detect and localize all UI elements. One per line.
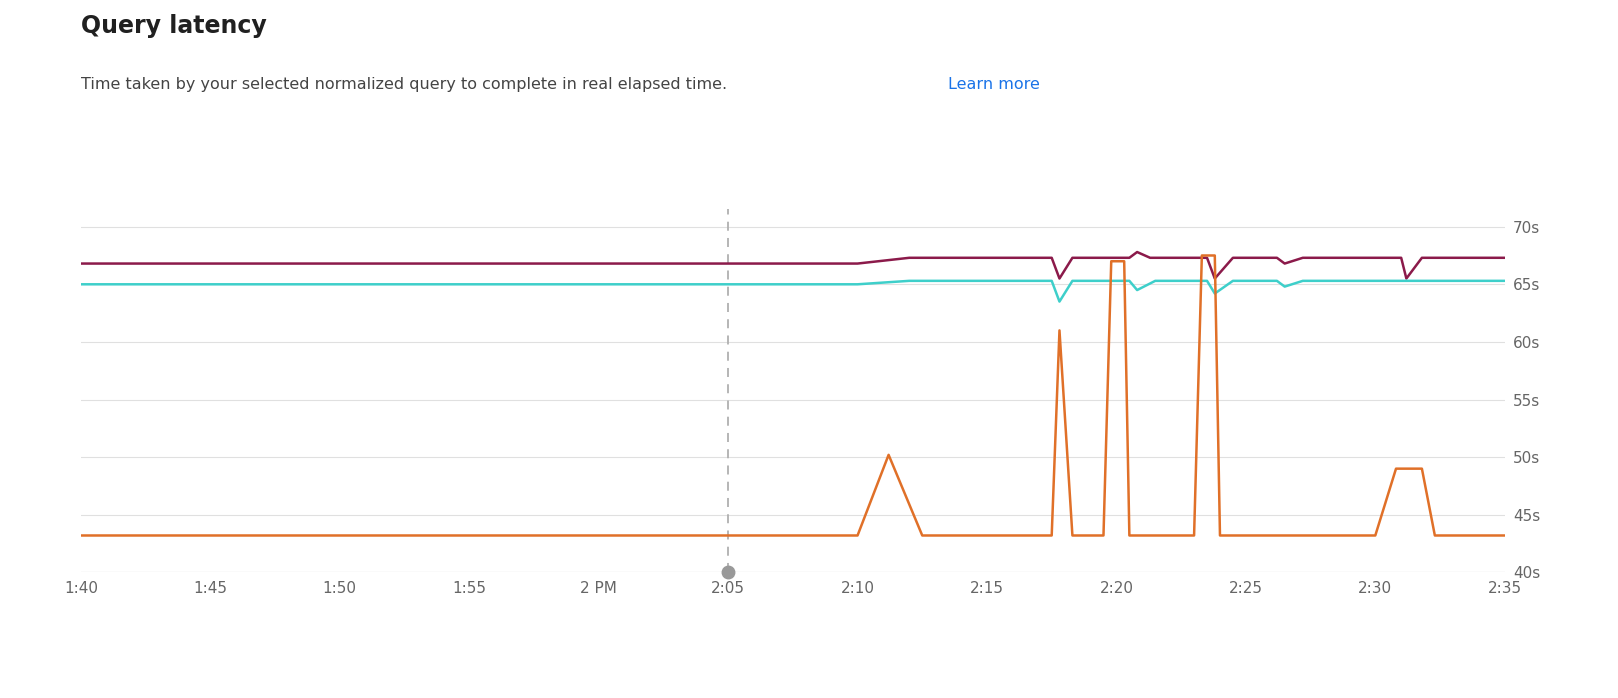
Text: Query latency: Query latency xyxy=(81,14,267,38)
Text: Time taken by your selected normalized query to complete in real elapsed time.: Time taken by your selected normalized q… xyxy=(81,77,733,91)
Text: Learn more: Learn more xyxy=(948,77,1040,91)
